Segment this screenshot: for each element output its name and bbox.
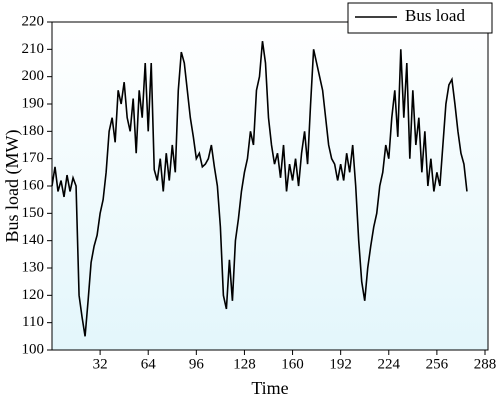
legend-box	[347, 2, 493, 34]
y-tick-label: 120	[22, 287, 45, 303]
y-tick-label: 130	[22, 259, 45, 275]
x-tick-label: 256	[426, 356, 449, 372]
x-tick-label: 288	[474, 356, 497, 372]
x-tick-label: 224	[378, 356, 401, 372]
y-tick-label: 140	[22, 232, 45, 248]
y-tick-label: 160	[22, 177, 45, 193]
y-tick-label: 180	[22, 123, 45, 139]
x-tick-label: 32	[93, 356, 108, 372]
y-tick-label: 190	[22, 95, 45, 111]
y-tick-label: 150	[22, 205, 45, 221]
y-tick-label: 100	[22, 341, 45, 357]
y-tick-label: 200	[22, 68, 45, 84]
plot-area	[52, 22, 488, 350]
y-tick-label: 110	[22, 314, 44, 330]
legend-label: Bus load	[405, 6, 465, 25]
x-tick-label: 128	[233, 356, 256, 372]
x-tick-label: 96	[189, 356, 205, 372]
x-tick-label: 192	[329, 356, 352, 372]
y-tick-label: 170	[22, 150, 45, 166]
x-axis-label: Time	[251, 378, 288, 398]
y-tick-label: 210	[22, 41, 45, 57]
y-axis-label: Bus load (MW)	[2, 130, 23, 243]
data-line	[51, 41, 468, 337]
x-tick-label: 64	[141, 356, 157, 372]
y-tick-label: 220	[22, 13, 45, 29]
x-tick-label: 160	[281, 356, 304, 372]
